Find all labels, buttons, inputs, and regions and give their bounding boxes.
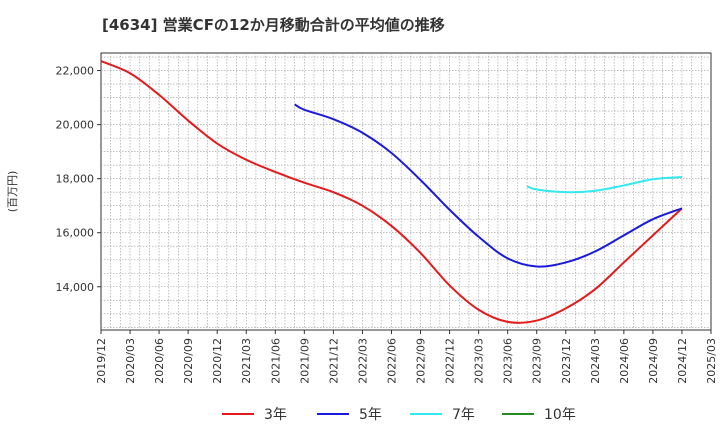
y-tick-label: 20,000 [56, 119, 95, 132]
legend-label: 7年 [452, 407, 475, 423]
x-tick-label: 2024/03 [589, 338, 602, 384]
x-tick-label: 2021/09 [298, 338, 311, 384]
x-tick-label: 2022/06 [385, 338, 398, 384]
x-tick-label: 2024/06 [618, 338, 631, 384]
x-tick-label: 2024/09 [647, 338, 660, 384]
x-tick-label: 2025/03 [705, 338, 718, 384]
y-axis: 14,000 16,000 18,000 20,000 22,000 [56, 65, 101, 294]
chart-title: [4634] 営業CFの12か月移動合計の平均値の推移 [102, 16, 445, 34]
x-tick-label: 2023/12 [560, 338, 573, 384]
x-tick-label: 2023/06 [502, 338, 515, 384]
x-tick-label: 2023/03 [473, 338, 486, 384]
y-tick-label: 16,000 [56, 227, 95, 240]
x-axis: 2019/12 2020/03 2020/06 2020/09 2020/12 2021/… [95, 330, 718, 384]
y-axis-label: (百万円) [6, 171, 19, 213]
y-tick-label: 22,000 [56, 65, 95, 78]
grid [101, 53, 711, 330]
plot-area [100, 52, 712, 331]
x-tick-label: 2020/06 [153, 338, 166, 384]
y-tick-label: 18,000 [56, 173, 95, 186]
legend-label: 10年 [544, 407, 576, 423]
y-tick-label: 14,000 [56, 281, 95, 294]
x-tick-label: 2022/12 [444, 338, 457, 384]
legend-label: 5年 [359, 407, 382, 423]
x-tick-label: 2021/12 [327, 338, 340, 384]
series-line-3年 [100, 60, 683, 324]
x-tick-label: 2020/03 [124, 338, 137, 384]
series-line-5年 [294, 103, 683, 268]
x-tick-label: 2019/12 [95, 338, 108, 384]
x-tick-label: 2021/06 [269, 338, 282, 384]
x-tick-label: 2021/03 [240, 338, 253, 384]
x-tick-label: 2023/09 [531, 338, 544, 384]
legend: 3年 5年 7年 10年 [222, 407, 576, 423]
x-tick-label: 2024/12 [676, 338, 689, 384]
x-tick-label: 2020/09 [182, 338, 195, 384]
x-tick-label: 2020/12 [211, 338, 224, 384]
x-tick-label: 2022/03 [356, 338, 369, 384]
legend-label: 3年 [264, 407, 287, 423]
series-line-7年 [526, 176, 683, 194]
series-lines [100, 60, 683, 324]
x-tick-label: 2022/09 [415, 338, 428, 384]
